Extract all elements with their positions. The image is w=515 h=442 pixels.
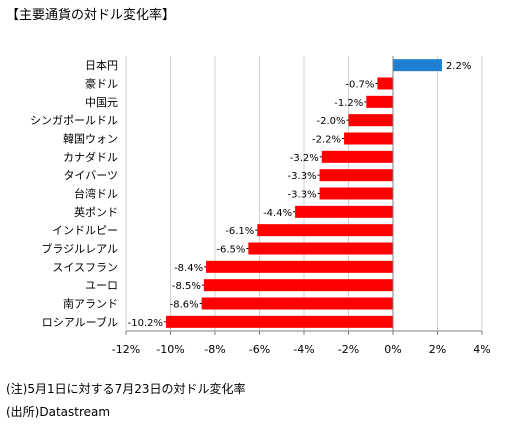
category-label: シンガポールドル xyxy=(30,114,118,127)
category-label: 韓国ウォン xyxy=(63,133,118,146)
bar xyxy=(295,205,393,218)
bar xyxy=(248,242,393,255)
data-label: -3.3% xyxy=(288,171,317,182)
category-label: タイバーツ xyxy=(63,169,118,182)
category-label: カナダドル xyxy=(63,150,118,164)
bar xyxy=(344,132,393,145)
category-label: 英ポンド xyxy=(74,205,118,219)
data-label: -10.2% xyxy=(128,318,163,329)
chart-source: (出所)Datastream xyxy=(6,405,111,419)
bar xyxy=(393,59,442,72)
bar-chart: -12% -10% -8% -6% -4% -2% 0% 2% 4% 日本円 2.2% 豪ドル -0.7… xyxy=(30,56,491,356)
bar xyxy=(257,224,393,237)
labels-layer: -12% -10% -8% -6% -4% -2% 0% 2% 4% 日本円 2.2% 豪ドル -0.7… xyxy=(30,58,491,356)
category-label: 南アランド xyxy=(63,298,118,311)
data-label: -3.3% xyxy=(288,190,317,201)
bar xyxy=(206,260,393,273)
chart-title: 【主要通貨の対ドル変化率】 xyxy=(6,8,176,23)
data-label: -1.2% xyxy=(334,98,363,109)
category-label: 台湾ドル xyxy=(74,187,118,201)
category-label: ユーロ xyxy=(85,279,118,292)
category-label: 豪ドル xyxy=(85,77,118,91)
category-label: ロシアルーブル xyxy=(42,315,118,329)
data-label: -8.5% xyxy=(172,281,201,292)
bar xyxy=(319,169,393,182)
data-label: -3.2% xyxy=(290,153,319,164)
x-tick-label: -12% xyxy=(112,343,140,356)
data-label: -8.6% xyxy=(170,300,199,311)
bar xyxy=(366,95,393,108)
category-label: 日本円 xyxy=(85,58,118,72)
bars-layer xyxy=(166,59,442,328)
chart-note: (注)5月1日に対する7月23日の対ドル変化率 xyxy=(6,382,246,396)
x-tick-label: 0% xyxy=(384,343,401,356)
bar xyxy=(201,297,393,310)
data-label: -8.4% xyxy=(174,263,203,274)
data-label: -0.7% xyxy=(345,80,374,91)
x-tick-label: -10% xyxy=(156,343,184,356)
x-tick-label: -2% xyxy=(338,343,359,356)
bar xyxy=(348,114,393,127)
category-label: インドルピー xyxy=(52,224,118,237)
data-label: -2.0% xyxy=(316,116,345,127)
bar xyxy=(321,150,393,163)
x-tick-label: -6% xyxy=(249,343,270,356)
category-label: ブラジルレアル xyxy=(41,242,118,256)
axis-layer xyxy=(125,56,483,335)
x-tick-label: 4% xyxy=(473,343,490,356)
data-label: -2.2% xyxy=(312,135,341,146)
data-label: -4.4% xyxy=(263,208,292,219)
bar xyxy=(166,315,393,328)
bar xyxy=(377,77,393,90)
bar xyxy=(319,187,393,200)
data-label: -6.5% xyxy=(216,245,245,256)
data-label: -6.1% xyxy=(225,226,254,237)
category-label: 中国元 xyxy=(85,96,118,109)
category-label: スイスフラン xyxy=(52,261,118,274)
x-tick-label: -8% xyxy=(204,343,225,356)
x-tick-label: -4% xyxy=(293,343,314,356)
x-tick-label: 2% xyxy=(429,343,446,356)
bar xyxy=(203,279,393,292)
data-label: 2.2% xyxy=(446,61,471,72)
